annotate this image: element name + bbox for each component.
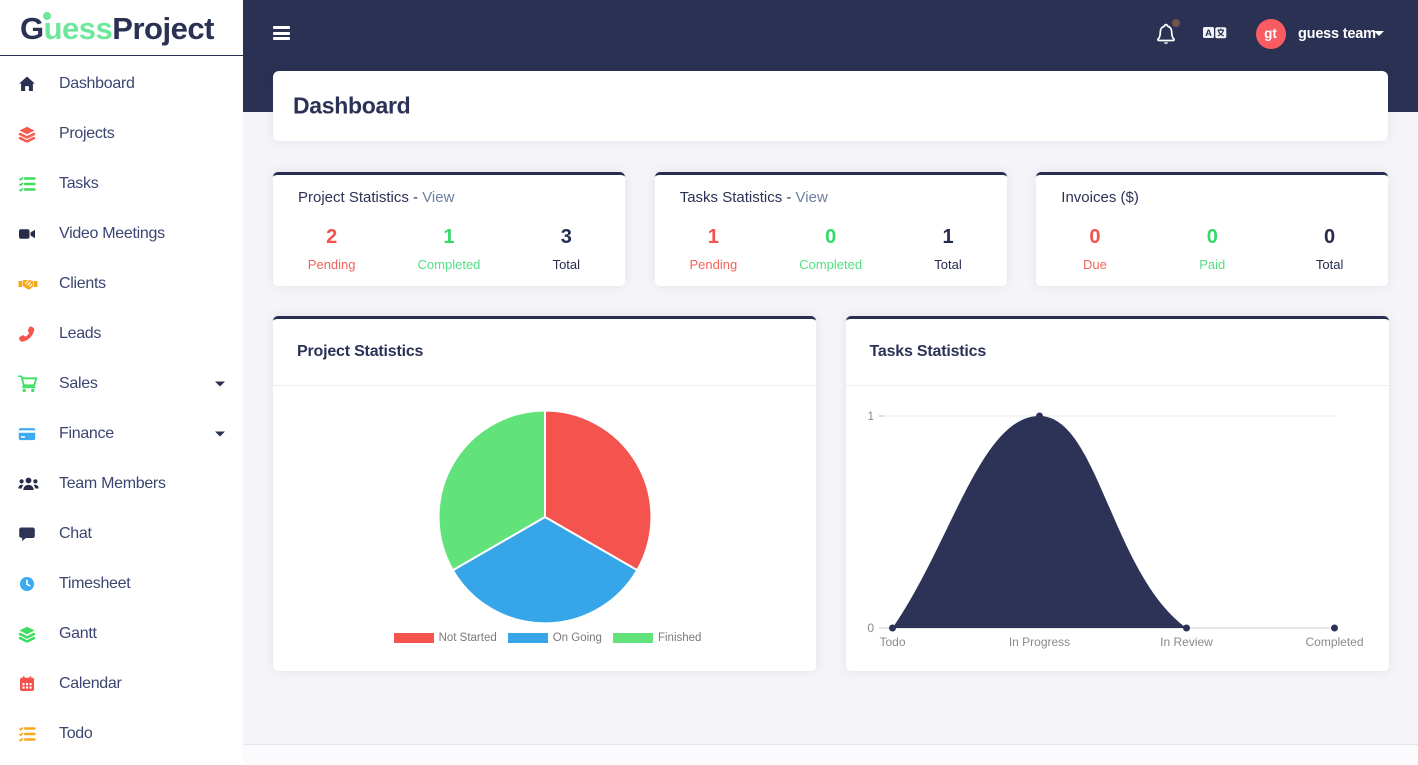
- svg-text:Todo: Todo: [879, 635, 905, 649]
- svg-text:In Progress: In Progress: [1008, 635, 1069, 649]
- svg-text:A: A: [1205, 27, 1212, 38]
- svg-text:Completed: Completed: [1305, 635, 1363, 649]
- svg-text:In Review: In Review: [1160, 635, 1213, 649]
- svg-text:0: 0: [867, 621, 874, 635]
- svg-text:1: 1: [867, 409, 874, 423]
